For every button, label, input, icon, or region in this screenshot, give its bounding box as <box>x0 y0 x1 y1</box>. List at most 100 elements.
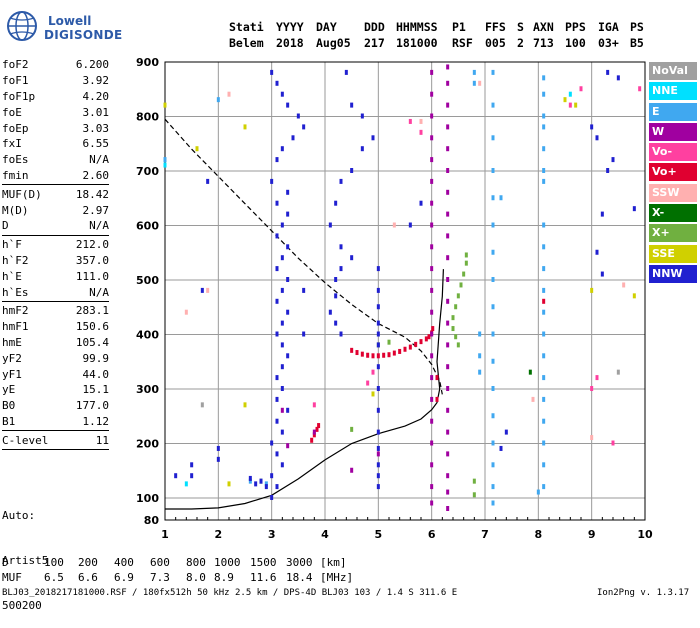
muf-label: MUF <box>2 571 22 584</box>
muf-d-value: 1500 <box>250 556 277 569</box>
echo-point <box>590 386 594 391</box>
echo-point <box>542 113 546 119</box>
param-value: 2.97 <box>82 203 110 217</box>
echo-point <box>376 484 380 490</box>
echo-point <box>542 353 546 359</box>
legend-item: NNE <box>649 82 697 101</box>
echo-point <box>491 102 495 108</box>
param-row: foE 3.01 <box>2 104 109 120</box>
echo-point <box>454 304 458 310</box>
echo-point <box>350 102 354 108</box>
echo-point <box>491 135 495 141</box>
echo-point <box>491 462 495 468</box>
echo-point <box>600 211 604 217</box>
echo-point <box>431 326 435 332</box>
echo-point <box>424 336 428 342</box>
echo-point <box>216 97 220 103</box>
echo-point <box>216 456 220 462</box>
echo-point <box>248 478 252 484</box>
echo-point <box>403 346 407 352</box>
echo-point <box>542 222 546 228</box>
echo-point <box>334 320 338 326</box>
param-separator <box>2 234 109 236</box>
param-row: foF2 6.200 <box>2 57 109 73</box>
echo-point <box>275 451 279 457</box>
echo-point <box>491 69 495 75</box>
echo-point <box>275 331 279 337</box>
echo-point <box>275 233 279 239</box>
echo-point <box>590 124 594 130</box>
y-tick-label: 300 <box>136 383 159 396</box>
param-name: foF2 <box>2 58 29 72</box>
echo-point <box>606 168 610 173</box>
echo-point <box>446 64 450 70</box>
param-name: M(D) <box>2 203 29 217</box>
echo-point <box>491 500 495 506</box>
muf-d-value: 100 <box>44 556 64 569</box>
echo-point <box>275 157 279 163</box>
muf-value: 7.3 <box>150 571 170 584</box>
echo-point <box>350 255 354 261</box>
echo-point <box>366 380 370 386</box>
param-name: MUF(D) <box>2 187 42 201</box>
echo-point <box>184 309 188 315</box>
hdr-label: DDD <box>364 20 385 34</box>
echo-point <box>464 252 468 258</box>
param-name: foF1 <box>2 74 29 88</box>
param-name: hmF1 <box>2 320 29 334</box>
echo-point <box>280 320 284 326</box>
param-value: 177.0 <box>75 399 109 413</box>
echo-point <box>430 375 434 381</box>
hdr-label: Stati <box>229 20 264 34</box>
echo-point <box>376 331 380 337</box>
echo-point <box>430 440 434 446</box>
muf-d-value: 400 <box>114 556 134 569</box>
echo-point <box>446 320 450 326</box>
echo-point <box>286 353 290 359</box>
param-value: 212.0 <box>75 238 109 252</box>
echo-point <box>632 206 636 212</box>
param-value: 111.0 <box>75 269 109 283</box>
echo-point <box>478 353 482 359</box>
hdr-value: Belem <box>229 36 264 50</box>
echo-point <box>280 287 284 293</box>
echo-point <box>611 157 615 163</box>
echo-point <box>542 462 546 468</box>
echo-point <box>280 407 284 413</box>
echo-point <box>190 473 194 479</box>
param-value: 6.200 <box>75 58 109 72</box>
echo-point <box>286 309 290 315</box>
muf-value: 18.4 <box>286 571 313 584</box>
echo-point <box>419 129 423 135</box>
globe-icon <box>7 11 37 41</box>
muf-d-value: 200 <box>78 556 98 569</box>
echo-point <box>606 69 610 75</box>
echo-point <box>568 102 572 108</box>
echo-point <box>499 445 503 451</box>
echo-point <box>446 277 450 282</box>
echo-point <box>446 298 450 304</box>
echo-point <box>430 157 434 163</box>
echo-point <box>419 339 423 345</box>
param-value: N/A <box>89 285 109 299</box>
echo-point <box>163 102 167 108</box>
echo-point <box>542 124 546 130</box>
x-tick-label: 3 <box>268 528 276 541</box>
echo-point <box>302 331 306 337</box>
hdr-value: 713 <box>533 36 554 50</box>
echo-point <box>280 146 284 152</box>
param-value: N/A <box>89 153 109 167</box>
echo-point <box>195 146 199 152</box>
hdr-label: PS <box>630 20 644 34</box>
echo-point <box>387 352 391 358</box>
y-tick-label: 900 <box>136 56 159 69</box>
plot-frame <box>164 61 646 521</box>
echo-point <box>464 260 468 266</box>
echo-point <box>638 86 642 92</box>
profile-solid-line <box>165 269 444 510</box>
param-row: hmF2 283.1 <box>2 303 109 319</box>
echo-point <box>430 69 434 75</box>
echo-point <box>542 266 546 272</box>
param-name: foEp <box>2 121 29 135</box>
echo-point <box>491 413 495 419</box>
